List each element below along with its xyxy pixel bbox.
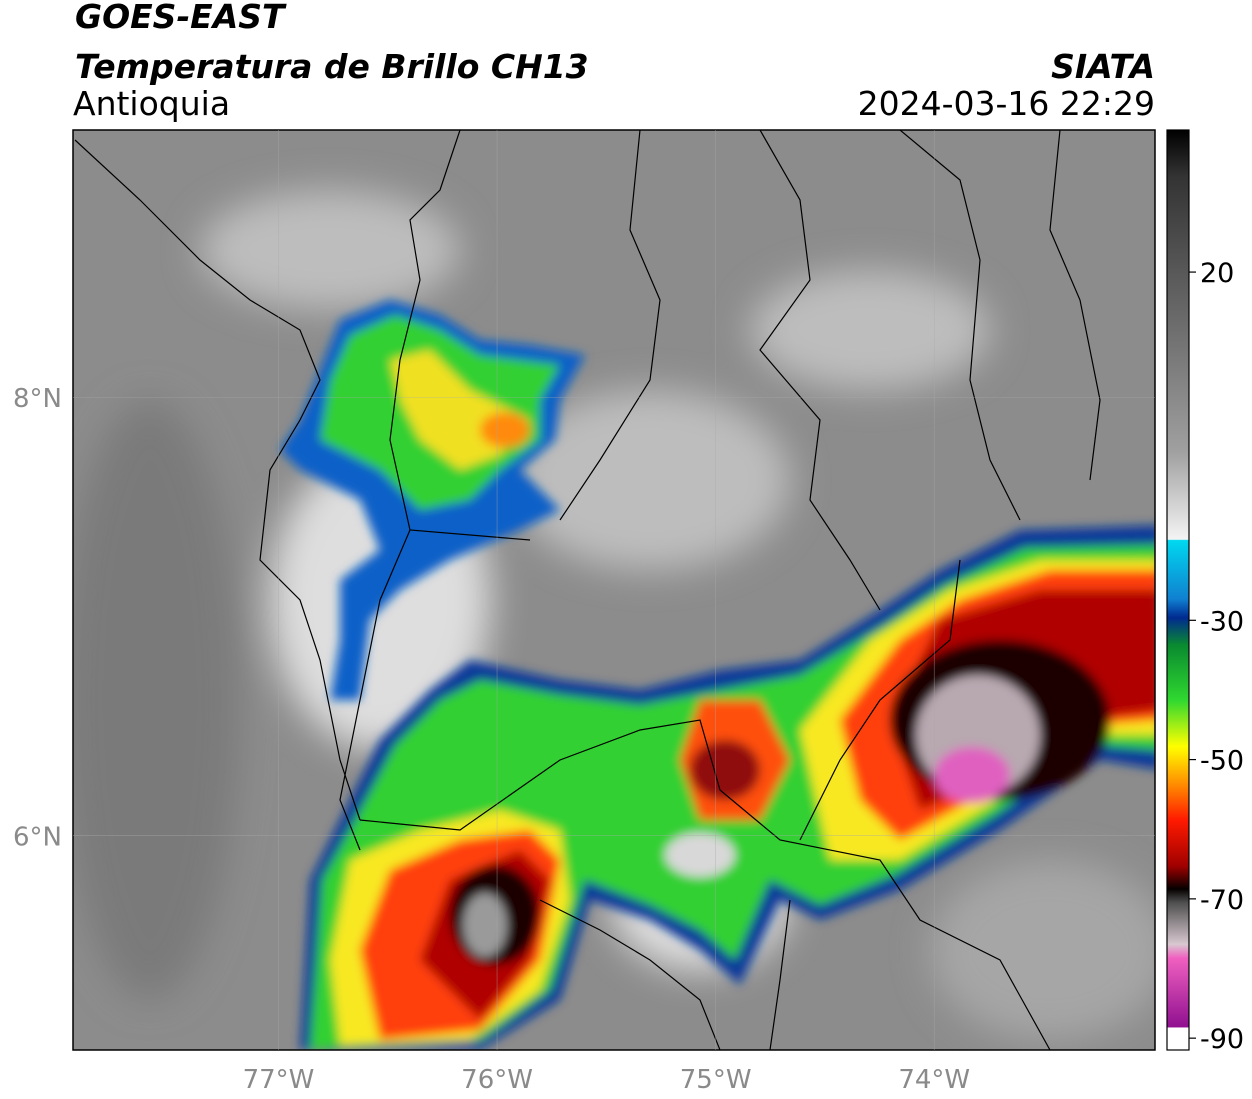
satellite-image (73, 130, 1155, 1050)
lon-label: 76°W (461, 1065, 533, 1095)
lon-label: 74°W (898, 1065, 970, 1095)
lat-label: 6°N (13, 822, 62, 852)
datetime: 2024-03-16 22:29 (858, 84, 1155, 123)
source: SIATA (1051, 47, 1155, 86)
region: Antioquia (73, 84, 230, 123)
colorbar-tick-label: -90 (1200, 1024, 1244, 1055)
colorbar-tick-label: 20 (1200, 258, 1234, 289)
colorbar-tick-label: -70 (1200, 885, 1244, 916)
lat-label: 8°N (13, 384, 62, 414)
subtitle: Temperatura de Brillo CH13 (75, 47, 589, 86)
lon-label: 77°W (243, 1065, 315, 1095)
map-frame (72, 129, 1156, 1051)
colorbar-tick-label: -50 (1200, 746, 1244, 777)
colorbar (1166, 129, 1190, 1051)
lon-label: 75°W (680, 1065, 752, 1095)
colorbar-tick-label: -30 (1200, 606, 1244, 637)
title: GOES-EAST (75, 0, 287, 36)
